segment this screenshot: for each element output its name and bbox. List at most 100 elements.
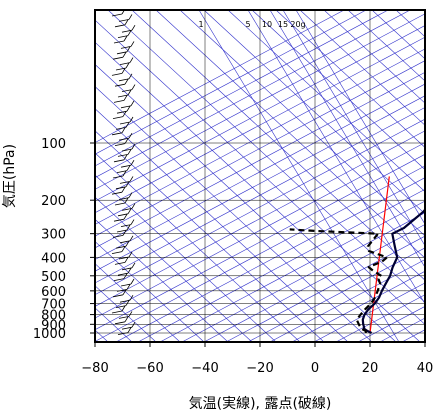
- isotherm-line: [95, 10, 389, 167]
- y-tick-label: 200: [41, 194, 66, 209]
- adiabat-line: [107, 10, 425, 303]
- adiabat-line: [95, 130, 325, 342]
- wind-barb-flag: [127, 89, 132, 96]
- mixing-ratio-label: 1: [198, 20, 203, 29]
- y-tick-label: 800: [41, 309, 66, 324]
- adiabat-line: [275, 10, 425, 148]
- y-tick-label: 600: [41, 285, 66, 300]
- wind-barb: [113, 159, 125, 163]
- adiabat-line: [95, 41, 421, 342]
- wind-barb-flag: [125, 181, 130, 188]
- wind-barb: [121, 267, 133, 271]
- adiabat-line: [347, 10, 425, 82]
- wind-barb: [114, 24, 126, 28]
- x-tick-label: −20: [246, 361, 273, 376]
- isotherm-line: [95, 83, 425, 260]
- x-tick-label: −60: [136, 361, 163, 376]
- isotherm-line: [95, 95, 425, 272]
- wind-barb-flag: [123, 154, 128, 161]
- wind-barb-flag: [121, 305, 126, 312]
- wind-barb-flag: [123, 273, 128, 279]
- wind-barb-flag: [130, 159, 135, 166]
- wind-barb-flag: [129, 116, 134, 123]
- wind-barb-flag: [129, 176, 134, 182]
- adiabat-line: [179, 10, 425, 237]
- wind-barb: [117, 154, 129, 157]
- isotherm-line: [95, 130, 425, 307]
- wind-barb-flag: [126, 284, 131, 290]
- wind-barb: [118, 316, 130, 319]
- isotherm-line: [95, 10, 411, 178]
- adiabat-line: [323, 10, 425, 104]
- x-tick-label: −40: [191, 361, 218, 376]
- wind-barb: [119, 121, 131, 125]
- wind-barb: [115, 305, 127, 308]
- wind-barb: [117, 332, 129, 335]
- isotherm-line: [95, 107, 425, 284]
- isotherm-line: [313, 282, 425, 342]
- wind-barbs: [111, 10, 136, 335]
- adiabat-line: [95, 152, 301, 342]
- wind-barb: [114, 143, 126, 146]
- wind-barb: [115, 245, 127, 249]
- wind-barb: [112, 175, 124, 179]
- wind-barb-flag: [121, 127, 126, 134]
- wind-barb: [119, 240, 131, 244]
- wind-barb-flag: [130, 278, 135, 285]
- wind-barb: [114, 202, 126, 206]
- wind-barb-flag: [131, 143, 136, 150]
- mixing-ratio-line: [198, 10, 400, 342]
- mixing-ratio-label: 15: [278, 20, 288, 29]
- wind-barb-flag: [121, 68, 126, 74]
- wind-barb: [117, 213, 129, 217]
- wind-barb: [120, 283, 132, 287]
- isotherm-line: [95, 71, 425, 249]
- wind-barb-flag: [123, 35, 128, 42]
- wind-barb-flag: [126, 46, 131, 53]
- wind-barb: [115, 186, 127, 190]
- mixing-ratio-label: 10: [262, 20, 272, 29]
- wind-barb-flag: [128, 251, 133, 258]
- wind-barb: [116, 229, 128, 233]
- wind-barb-flag: [121, 10, 125, 15]
- wind-barb-flag: [122, 111, 127, 117]
- adiabat-line: [95, 263, 181, 342]
- wind-barb-flag: [126, 224, 131, 231]
- y-tick-label: 100: [41, 137, 66, 152]
- wind-barb-flag: [127, 208, 132, 215]
- mixing-ratio-labels: 1 5 10 15 20g: [198, 20, 305, 29]
- wind-barb-flag: [126, 165, 131, 171]
- wind-barb: [119, 181, 131, 184]
- y-tick-label: 500: [41, 270, 66, 285]
- wind-barb-flag: [131, 203, 136, 209]
- adiabat-line: [95, 285, 157, 342]
- x-tick-label: −80: [81, 361, 108, 376]
- adiabat-line: [95, 196, 253, 342]
- isotherm-line: [95, 25, 425, 202]
- wind-barb-flag: [122, 170, 127, 177]
- isotherm-line: [95, 118, 425, 295]
- wind-barb-flag: [130, 219, 135, 225]
- isotherm-line: [95, 165, 425, 342]
- y-tick-label: 1000: [33, 327, 66, 342]
- mixing-ratio-line: [295, 10, 425, 225]
- wind-barb-flag: [122, 230, 127, 236]
- wind-barb: [119, 62, 131, 65]
- wind-barb: [112, 56, 124, 60]
- wind-barb-flag: [128, 192, 133, 198]
- wind-barb: [112, 235, 124, 238]
- adiabat-line: [95, 108, 349, 342]
- wind-barb: [117, 35, 129, 38]
- wind-barb-flag: [122, 289, 127, 296]
- wind-barb-flag: [127, 149, 132, 155]
- wind-barb-flag: [130, 100, 135, 107]
- adiabat-line: [155, 10, 425, 259]
- wind-barb-flag: [128, 14, 133, 20]
- isotherm-line: [357, 306, 425, 342]
- adiabat-line: [95, 64, 397, 342]
- wind-barb: [116, 170, 128, 173]
- wind-barb-flag: [127, 327, 132, 333]
- y-tick-label: 300: [41, 228, 66, 243]
- isotherm-line: [95, 60, 425, 237]
- y-axis-title: 気圧(hPa): [2, 144, 18, 208]
